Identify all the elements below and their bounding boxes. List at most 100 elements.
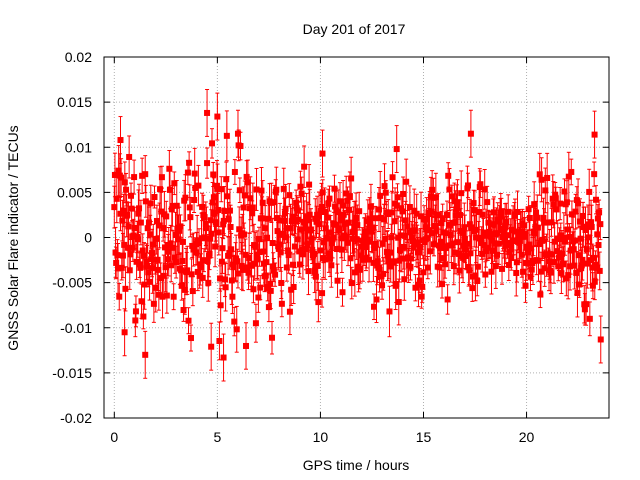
- y-axis-label: GNSS Solar Flare indicator / TECUs: [5, 125, 21, 350]
- data-point: [565, 272, 572, 279]
- data-point: [281, 210, 288, 217]
- data-point: [377, 192, 384, 199]
- data-point: [482, 271, 489, 278]
- data-point: [412, 284, 419, 291]
- data-point: [374, 258, 381, 265]
- data-point: [121, 241, 128, 248]
- data-point: [121, 329, 128, 336]
- data-point: [386, 308, 393, 315]
- data-point: [414, 239, 421, 246]
- data-point: [208, 343, 215, 350]
- data-point: [221, 208, 228, 215]
- data-point: [113, 195, 120, 202]
- data-point: [139, 172, 146, 179]
- data-point: [541, 219, 548, 226]
- data-point: [418, 293, 425, 300]
- data-point: [123, 186, 130, 193]
- data-point: [225, 216, 232, 223]
- data-point: [285, 247, 292, 254]
- data-point: [228, 246, 235, 253]
- data-point: [449, 240, 456, 247]
- data-point: [547, 269, 554, 276]
- data-point: [335, 209, 342, 216]
- data-point: [572, 208, 579, 215]
- data-point: [453, 204, 460, 211]
- data-point: [247, 195, 254, 202]
- data-point: [253, 186, 260, 193]
- data-point: [557, 232, 564, 239]
- data-point: [512, 228, 519, 235]
- data-point: [455, 250, 462, 257]
- data-point: [136, 261, 143, 268]
- data-point: [201, 214, 208, 221]
- data-point: [172, 231, 179, 238]
- data-point: [404, 223, 411, 230]
- data-point: [443, 211, 450, 218]
- data-point: [487, 233, 494, 240]
- data-point: [145, 219, 152, 226]
- data-point: [210, 171, 217, 178]
- data-point: [596, 267, 603, 274]
- data-point: [277, 249, 284, 256]
- data-point: [284, 225, 291, 232]
- data-point: [348, 280, 355, 287]
- data-point: [591, 278, 598, 285]
- data-point: [556, 236, 563, 243]
- data-point: [450, 219, 457, 226]
- data-point: [202, 235, 209, 242]
- data-point: [313, 218, 320, 225]
- data-point: [167, 240, 174, 247]
- data-point: [238, 262, 245, 269]
- x-axis: 0 5 10 15 20: [110, 57, 535, 445]
- data-point: [259, 199, 266, 206]
- data-point: [451, 198, 458, 205]
- data-point: [213, 220, 220, 227]
- data-point: [555, 263, 562, 270]
- data-point: [551, 238, 558, 245]
- data-point: [290, 261, 297, 268]
- data-point: [256, 235, 263, 242]
- data-point: [175, 236, 182, 243]
- data-point: [239, 266, 246, 273]
- data-point: [382, 189, 389, 196]
- data-point: [198, 235, 205, 242]
- data-point: [586, 188, 593, 195]
- data-point: [526, 214, 533, 221]
- data-point: [479, 211, 486, 218]
- data-point: [305, 268, 312, 275]
- data-point: [234, 258, 241, 265]
- data-point: [520, 268, 527, 275]
- data-point: [132, 308, 139, 315]
- data-point: [122, 285, 129, 292]
- data-point: [327, 229, 334, 236]
- data-point: [141, 281, 148, 288]
- data-point: [153, 235, 160, 242]
- data-point: [508, 255, 515, 262]
- data-point: [189, 242, 196, 249]
- data-point: [204, 160, 211, 167]
- data-point: [413, 210, 420, 217]
- y-tick-label: 0.015: [57, 94, 92, 110]
- x-tick-label: 10: [313, 429, 329, 445]
- data-point: [408, 234, 415, 241]
- data-point: [139, 247, 146, 254]
- data-point: [514, 208, 521, 215]
- data-point: [581, 306, 588, 313]
- data-point: [442, 245, 449, 252]
- data-point: [381, 183, 388, 190]
- data-point: [443, 230, 450, 237]
- data-point: [326, 195, 333, 202]
- data-point: [119, 252, 126, 259]
- data-point: [294, 236, 301, 243]
- data-point: [576, 218, 583, 225]
- data-point: [223, 132, 230, 139]
- data-point: [334, 277, 341, 284]
- data-point: [385, 258, 392, 265]
- data-point: [328, 240, 335, 247]
- data-point: [549, 251, 556, 258]
- data-point: [333, 246, 340, 253]
- data-point: [591, 131, 598, 138]
- data-point: [541, 265, 548, 272]
- data-point: [251, 260, 258, 267]
- data-point: [281, 217, 288, 224]
